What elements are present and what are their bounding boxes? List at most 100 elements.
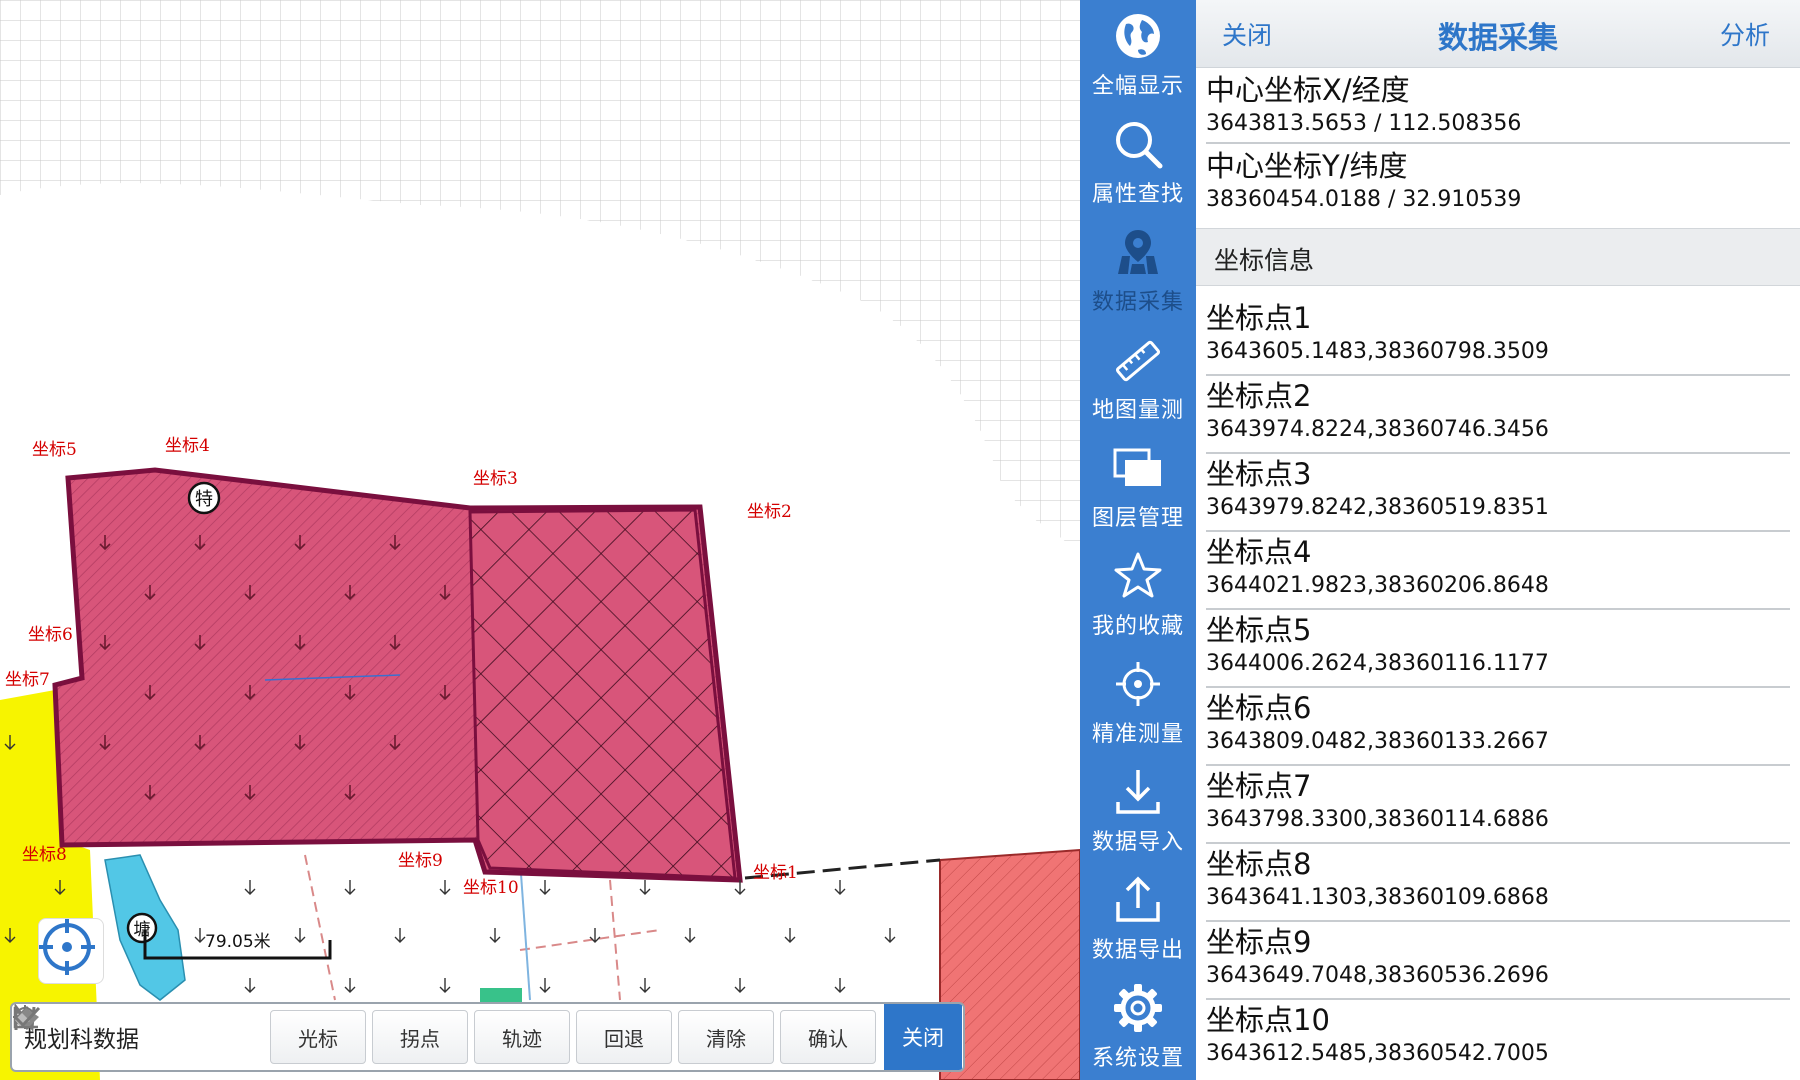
center-x-label: 中心坐标X/经度 bbox=[1206, 73, 1410, 107]
list-item[interactable]: 坐标点5 3644006.2624,38360116.1177 bbox=[1206, 610, 1790, 688]
point-value: 3643612.5485,38360542.7005 bbox=[1206, 1041, 1549, 1066]
panel-title: 数据采集 bbox=[1438, 21, 1558, 56]
point-value: 3643641.1303,38360109.6868 bbox=[1206, 885, 1549, 910]
sidebar-item-label: 我的收藏 bbox=[1091, 614, 1184, 639]
undo-button-label: 回退 bbox=[604, 1026, 644, 1051]
map-label-point-10: 坐标10 bbox=[463, 878, 519, 898]
map-label-point-4: 坐标4 bbox=[165, 436, 210, 456]
scale-text: 79.05米 bbox=[205, 932, 271, 952]
point-value: 3643649.7048,38360536.2696 bbox=[1206, 963, 1549, 988]
point-label: 坐标点2 bbox=[1206, 379, 1312, 413]
layer-name: 规划科数据 bbox=[24, 1027, 139, 1053]
point-value: 3643809.0482,38360133.2667 bbox=[1206, 729, 1549, 754]
list-item[interactable]: 坐标点9 3643649.7048,38360536.2696 bbox=[1206, 922, 1790, 1000]
toolbar-close-button[interactable]: 关闭 bbox=[884, 1004, 962, 1070]
vertex-button[interactable]: 拐点 bbox=[13, 1007, 468, 1064]
sidebar-item-label: 全幅显示 bbox=[1091, 74, 1184, 99]
search-icon bbox=[1116, 122, 1163, 169]
marker-tang-text: 塘 bbox=[134, 920, 151, 940]
map-label-point-7: 坐标7 bbox=[5, 670, 50, 690]
sidebar-item-data-collection[interactable]: 数据采集 bbox=[1080, 216, 1196, 324]
sidebar: 全幅显示 属性查找 数据采集 地图量测 图层管理 我的收藏 精准测量 数据导入 … bbox=[1080, 0, 1196, 1080]
clear-button-label: 清除 bbox=[706, 1026, 746, 1051]
locate-button[interactable] bbox=[38, 918, 104, 984]
coordinate-info-header: 坐标信息 bbox=[1196, 228, 1800, 286]
section-title: 坐标信息 bbox=[1214, 246, 1315, 275]
sidebar-item-full-extent[interactable]: 全幅显示 bbox=[1080, 0, 1196, 108]
cursor-button[interactable]: 光标 bbox=[13, 1005, 366, 1064]
sidebar-item-map-measure[interactable]: 地图量测 bbox=[1080, 324, 1196, 432]
scale-bar: 79.05米 bbox=[143, 930, 332, 960]
sidebar-item-label: 地图量测 bbox=[1091, 398, 1184, 423]
vertex-button-label: 拐点 bbox=[400, 1026, 440, 1051]
list-item[interactable]: 坐标点10 3643612.5485,38360542.7005 bbox=[1206, 1000, 1790, 1078]
sidebar-item-system-settings[interactable]: 系统设置 bbox=[1080, 972, 1196, 1080]
list-item[interactable]: 坐标点4 3644021.9823,38360206.8648 bbox=[1206, 532, 1790, 610]
center-y-value: 38360454.0188 / 32.910539 bbox=[1206, 187, 1522, 212]
bottom-toolbar: 规划科数据 光标 拐点 轨迹 回退 清除 确认 关闭 bbox=[10, 1002, 965, 1072]
analyze-button[interactable]: 分析 bbox=[1719, 21, 1770, 50]
star-icon bbox=[1114, 552, 1162, 598]
map-canvas[interactable]: 特 塘 79.05米 坐标2 坐标3 坐标4 坐标5 坐标6 坐标7 坐标8 坐… bbox=[0, 0, 1080, 1080]
track-button[interactable]: 轨迹 bbox=[14, 1004, 570, 1064]
list-item[interactable]: 坐标点1 3643605.1483,38360798.3509 bbox=[1206, 298, 1790, 376]
center-x-value: 3643813.5653 / 112.508356 bbox=[1206, 111, 1522, 136]
undo-button[interactable]: 回退 bbox=[14, 1005, 672, 1064]
map-label-point-6: 坐标6 bbox=[28, 625, 73, 645]
center-y-label: 中心坐标Y/纬度 bbox=[1206, 149, 1408, 183]
ruler-icon bbox=[1115, 340, 1161, 382]
layers-icon bbox=[1113, 448, 1161, 486]
confirm-button[interactable]: 确认 bbox=[13, 1006, 876, 1064]
center-y-row: 中心坐标Y/纬度 38360454.0188 / 32.910539 bbox=[1206, 148, 1790, 224]
sidebar-item-precise-measure[interactable]: 精准测量 bbox=[1080, 648, 1196, 756]
upload-icon bbox=[1116, 876, 1160, 922]
sidebar-item-label: 属性查找 bbox=[1091, 182, 1184, 207]
list-item[interactable]: 坐标点3 3643979.8242,38360519.8351 bbox=[1206, 454, 1790, 532]
sidebar-item-attribute-search[interactable]: 属性查找 bbox=[1080, 108, 1196, 216]
map-pin-icon bbox=[1118, 230, 1158, 274]
sidebar-item-layer-manage[interactable]: 图层管理 bbox=[1080, 432, 1196, 540]
panel-close-button[interactable]: 关闭 bbox=[1222, 21, 1273, 50]
map-label-point-3: 坐标3 bbox=[473, 469, 518, 489]
check-icon bbox=[13, 1006, 41, 1028]
sidebar-item-label: 系统设置 bbox=[1091, 1046, 1184, 1071]
sidebar-item-data-import[interactable]: 数据导入 bbox=[1080, 756, 1196, 864]
point-label: 坐标点4 bbox=[1206, 535, 1312, 569]
panel-header: 关闭 数据采集 分析 bbox=[1196, 0, 1800, 68]
sidebar-item-label: 图层管理 bbox=[1091, 506, 1184, 531]
sidebar-item-label: 数据导入 bbox=[1091, 830, 1184, 855]
confirm-button-label: 确认 bbox=[808, 1026, 848, 1051]
sidebar-item-label: 数据导出 bbox=[1091, 938, 1184, 963]
list-item[interactable]: 坐标点7 3643798.3300,38360114.6886 bbox=[1206, 766, 1790, 844]
list-item[interactable]: 坐标点2 3643974.8224,38360746.3456 bbox=[1206, 376, 1790, 454]
cursor-button-label: 光标 bbox=[298, 1026, 338, 1051]
download-icon bbox=[1116, 770, 1160, 814]
sidebar-item-label: 精准测量 bbox=[1091, 722, 1184, 747]
point-label: 坐标点1 bbox=[1206, 301, 1312, 335]
map-marker-tang: 塘 bbox=[126, 912, 158, 944]
globe-icon bbox=[1116, 14, 1160, 58]
point-value: 3643605.1483,38360798.3509 bbox=[1206, 339, 1549, 364]
point-label: 坐标点6 bbox=[1206, 691, 1312, 725]
coordinate-point-list: 坐标点1 3643605.1483,38360798.3509 坐标点2 36439… bbox=[1206, 298, 1790, 1078]
list-item[interactable]: 坐标点8 3643641.1303,38360109.6868 bbox=[1206, 844, 1790, 922]
sidebar-item-label: 数据采集 bbox=[1091, 290, 1184, 315]
center-x-row: 中心坐标X/经度 3643813.5653 / 112.508356 bbox=[1206, 72, 1790, 144]
sidebar-item-data-export[interactable]: 数据导出 bbox=[1080, 864, 1196, 972]
track-button-label: 轨迹 bbox=[502, 1026, 542, 1051]
point-label: 坐标点3 bbox=[1206, 457, 1312, 491]
point-label: 坐标点9 bbox=[1206, 925, 1312, 959]
point-value: 3644006.2624,38360116.1177 bbox=[1206, 651, 1549, 676]
map-marker-te: 特 bbox=[187, 481, 221, 515]
sidebar-item-favorites[interactable]: 我的收藏 bbox=[1080, 540, 1196, 648]
point-value: 3643979.8242,38360519.8351 bbox=[1206, 495, 1549, 520]
clear-button[interactable]: 清除 bbox=[15, 1008, 774, 1064]
list-item[interactable]: 坐标点6 3643809.0482,38360133.2667 bbox=[1206, 688, 1790, 766]
point-label: 坐标点5 bbox=[1206, 613, 1312, 647]
point-label: 坐标点7 bbox=[1206, 769, 1312, 803]
map-label-point-2: 坐标2 bbox=[747, 502, 792, 522]
map-label-point-8: 坐标8 bbox=[22, 845, 67, 865]
point-value: 3643974.8224,38360746.3456 bbox=[1206, 417, 1549, 442]
map-view[interactable]: 特 塘 79.05米 坐标2 坐标3 坐标4 坐标5 坐标6 坐标7 坐标8 坐… bbox=[0, 0, 1080, 1080]
crosshair-icon bbox=[39, 919, 95, 975]
